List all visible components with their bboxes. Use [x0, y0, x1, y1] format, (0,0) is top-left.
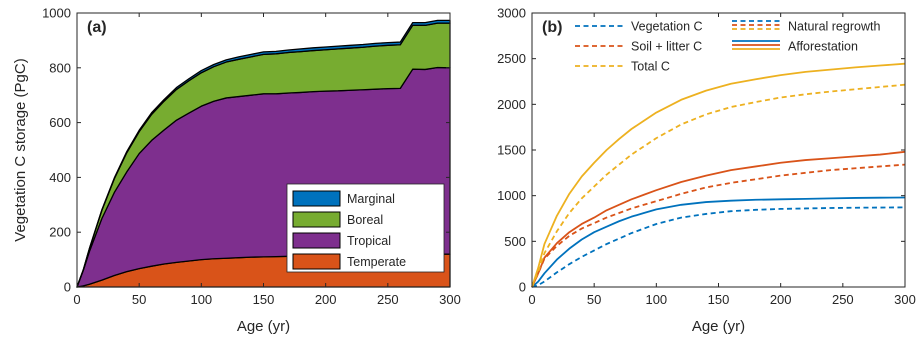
- panel-a-x-tick-label: 100: [190, 292, 212, 307]
- panel-a-y-tick-label: 400: [49, 170, 71, 185]
- panel-b-x-tick-label: 250: [832, 292, 854, 307]
- panel-b-x-tick-label: 300: [894, 292, 916, 307]
- line-total-c-afforestation: [531, 62, 906, 288]
- legend-label-total-c: Total C: [631, 60, 670, 74]
- panel-b-axes-box: [531, 12, 906, 288]
- panel-b-lines: [531, 62, 906, 288]
- legend-swatch-boreal: [292, 211, 341, 228]
- panel-a-legend: Marginal Boreal Tropical Temperate: [286, 183, 445, 273]
- panel-a-x-tick-label: 0: [73, 292, 80, 307]
- panel-a-y-tick-label: 0: [64, 280, 71, 295]
- panel-b-x-axis-label: Age (yr): [692, 318, 745, 335]
- legend-swatch-marginal: [292, 190, 341, 207]
- legend-label-afforestation: Afforestation: [788, 40, 858, 54]
- legend-label-tropical: Tropical: [347, 234, 391, 248]
- panel-a-x-tick-label: 200: [315, 292, 337, 307]
- panel-b-y-tick-label: 3000: [497, 6, 526, 21]
- legend-label-boreal: Boreal: [347, 213, 383, 227]
- legend-label-soil-litter-c: Soil + litter C: [631, 40, 702, 54]
- panel-a-x-tick-label: 150: [253, 292, 275, 307]
- panel-b-x-tick-label: 100: [645, 292, 667, 307]
- legend-label-marginal: Marginal: [347, 192, 395, 206]
- panel-b-y-tick-label: 500: [504, 234, 526, 249]
- panel-a-label: (a): [87, 19, 107, 36]
- panel-a-y-tick-label: 800: [49, 60, 71, 75]
- panel-b-x-tick-label: 150: [708, 292, 730, 307]
- line-soil-litter-c-natural-regrowth: [531, 163, 906, 288]
- legend-label-vegetation-c: Vegetation C: [631, 20, 703, 34]
- legend-label-temperate: Temperate: [347, 255, 406, 269]
- panel-b-x-tick-label: 50: [587, 292, 601, 307]
- panel-b-y-tick-label: 0: [519, 280, 526, 295]
- legend-swatch-tropical: [292, 232, 341, 249]
- panel-b-axes: 0 50 100 150 200 250 3000500100015002000250030…: [497, 6, 916, 308]
- panel-a-axes: 0 50 100 150 200 250 300 0 200 400 600 800 1000: [42, 6, 461, 308]
- panel-b-legend: Vegetation C Soil + litter C Total C Natura…: [575, 20, 880, 74]
- panel-a-x-tick-label: 50: [132, 292, 146, 307]
- panel-b-y-tick-label: 2500: [497, 51, 526, 66]
- panel-b-x-tick-label: 200: [770, 292, 792, 307]
- panel-a-y-tick-label: 200: [49, 225, 71, 240]
- panel-a-y-tick-label: 600: [49, 115, 71, 130]
- panel-a-x-axis-label: Age (yr): [237, 318, 290, 335]
- panel-b-y-tick-label: 2000: [497, 97, 526, 112]
- legend-label-natural-regrowth: Natural regrowth: [788, 20, 880, 34]
- line-vegetation-c-afforestation: [531, 196, 906, 288]
- panel-a-y-axis-label: Vegetation C storage (PgC): [12, 58, 29, 241]
- panel-b-x-tick-label: 0: [528, 292, 535, 307]
- panel-a-y-tick-label: 1000: [42, 6, 71, 21]
- panel-a-x-tick-label: 250: [377, 292, 399, 307]
- line-total-c-natural-regrowth: [531, 83, 906, 288]
- panel-b-y-tick-label: 1000: [497, 188, 526, 203]
- panel-a-x-tick-label: 300: [439, 292, 461, 307]
- panel-b-line-chart: 0 50 100 150 200 250 3000500100015002000250030…: [497, 6, 916, 336]
- panel-b-label: (b): [542, 19, 562, 36]
- panel-b-y-tick-label: 1500: [497, 143, 526, 158]
- legend-swatch-temperate: [292, 253, 341, 270]
- line-vegetation-c-natural-regrowth: [531, 206, 906, 288]
- line-soil-litter-c-afforestation: [531, 150, 906, 288]
